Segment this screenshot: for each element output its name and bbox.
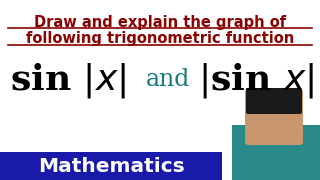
Text: and: and [146, 69, 190, 91]
FancyBboxPatch shape [246, 88, 302, 114]
Text: following trigonometric function: following trigonometric function [26, 31, 294, 46]
Bar [0, 152, 222, 180]
Text: $|$sin $x|$: $|$sin $x|$ [198, 60, 314, 100]
Bar [232, 125, 320, 180]
FancyBboxPatch shape [245, 89, 303, 145]
Text: Mathematics: Mathematics [38, 156, 184, 176]
Text: sin $|x|$: sin $|x|$ [10, 60, 126, 100]
Text: Draw and explain the graph of: Draw and explain the graph of [34, 15, 286, 30]
